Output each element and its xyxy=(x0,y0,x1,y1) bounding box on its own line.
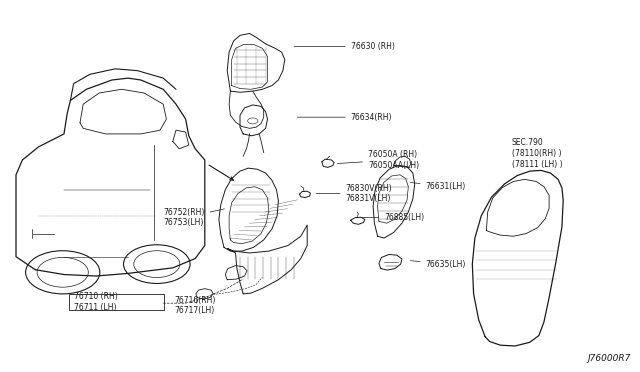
Text: 76885(LH): 76885(LH) xyxy=(360,213,424,222)
FancyBboxPatch shape xyxy=(69,294,164,310)
Text: 76050A (RH)
76050AA(LH): 76050A (RH) 76050AA(LH) xyxy=(337,150,419,170)
Text: J76000R7: J76000R7 xyxy=(587,354,630,363)
Text: 76752(RH)
76753(LH): 76752(RH) 76753(LH) xyxy=(163,208,225,227)
Text: 76631(LH): 76631(LH) xyxy=(410,182,466,190)
Text: 76710 (RH)
76711 (LH): 76710 (RH) 76711 (LH) xyxy=(74,292,117,312)
Text: 76635(LH): 76635(LH) xyxy=(410,260,466,269)
Text: 76630 (RH): 76630 (RH) xyxy=(294,42,395,51)
Text: SEC.790
(78110(RH) )
(78111 (LH) ): SEC.790 (78110(RH) ) (78111 (LH) ) xyxy=(512,138,563,169)
Text: 76634(RH): 76634(RH) xyxy=(297,113,392,122)
Text: 76716(RH)
76717(LH): 76716(RH) 76717(LH) xyxy=(175,296,216,315)
Text: 76830V(RH)
76831V(LH): 76830V(RH) 76831V(LH) xyxy=(316,184,392,203)
